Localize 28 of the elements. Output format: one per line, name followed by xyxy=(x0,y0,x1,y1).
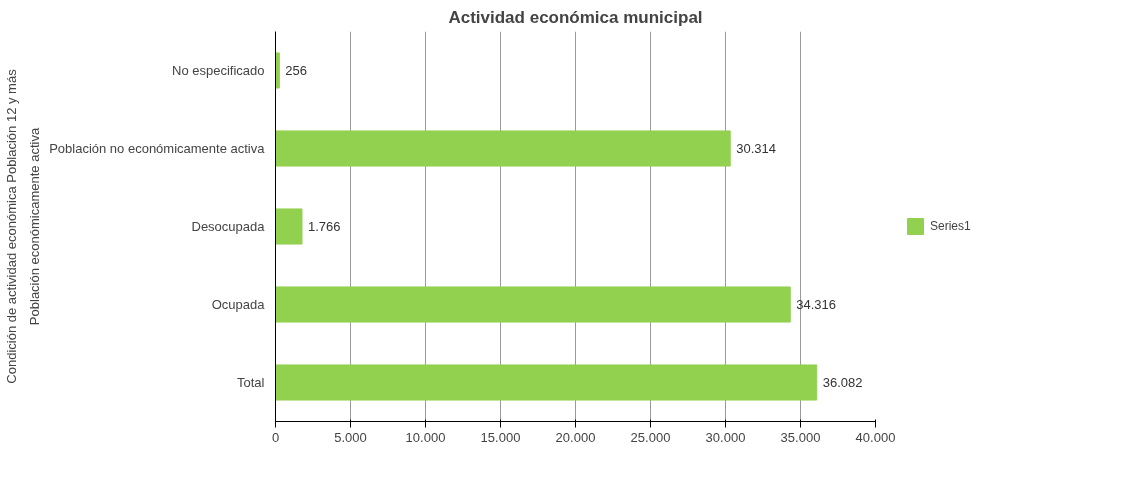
data-label: 30.314 xyxy=(736,141,776,156)
data-label: 34.316 xyxy=(796,297,837,312)
x-tick-label: 40.000 xyxy=(855,429,896,445)
data-label: 256 xyxy=(285,63,308,78)
x-tick-label: 35.000 xyxy=(780,429,821,445)
text: Población económicamente activa xyxy=(26,127,42,326)
y-tick-label: Población no económicamente activa xyxy=(49,141,266,156)
bar xyxy=(275,208,303,245)
y-tick-label: Total xyxy=(237,375,265,390)
bar xyxy=(275,52,280,89)
bar xyxy=(275,286,791,323)
x-tick-label: 30.000 xyxy=(705,429,746,445)
y-axis-title: Condición de actividad económica Población 12 y más xyxy=(3,68,19,384)
y-tick-label: No especificado xyxy=(172,63,265,78)
x-tick-label: 25.000 xyxy=(630,429,671,445)
chart-title: Actividad económica municipal xyxy=(448,7,703,27)
legend-label: Series1 xyxy=(930,219,971,233)
x-tick-label: 5.000 xyxy=(334,429,367,445)
y-tick-label: Ocupada xyxy=(211,297,266,312)
bar xyxy=(275,364,818,401)
x-tick-label: 0 xyxy=(271,429,280,445)
x-tick-label: 10.000 xyxy=(405,429,446,445)
y-tick-label: Desocupada xyxy=(191,219,266,234)
bar xyxy=(275,130,731,167)
data-label: 36.082 xyxy=(822,375,863,390)
x-tick-label: 15.000 xyxy=(480,429,521,445)
data-label: 1.766 xyxy=(307,219,341,234)
x-tick-label: 20.000 xyxy=(555,429,596,445)
